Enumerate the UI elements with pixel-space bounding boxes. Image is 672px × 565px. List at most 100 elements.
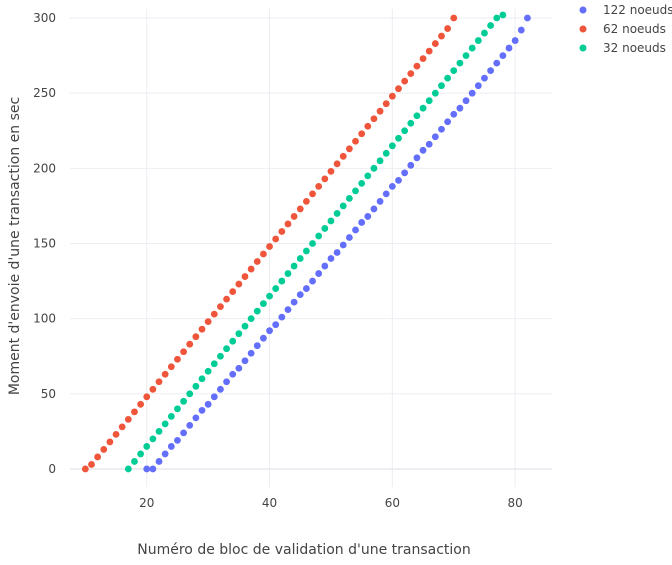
- data-point: [260, 251, 267, 258]
- legend-label: 32 noeuds: [603, 41, 666, 55]
- data-point: [407, 120, 414, 127]
- data-point: [260, 335, 267, 342]
- data-point: [518, 27, 525, 34]
- data-point: [506, 45, 513, 52]
- data-point: [463, 97, 470, 104]
- data-point: [174, 405, 181, 412]
- data-point: [168, 443, 175, 450]
- data-point: [438, 126, 445, 133]
- data-point: [266, 243, 273, 250]
- data-point: [248, 350, 255, 357]
- data-point: [457, 60, 464, 67]
- data-point: [401, 78, 408, 85]
- data-point: [137, 401, 144, 408]
- legend-marker: [580, 45, 587, 52]
- data-point: [524, 15, 531, 22]
- data-point: [162, 371, 169, 378]
- data-point: [143, 466, 150, 473]
- data-point: [156, 378, 163, 385]
- y-tick-label: 150: [33, 236, 56, 250]
- data-point: [426, 48, 433, 55]
- data-point: [254, 308, 261, 315]
- data-point: [512, 37, 519, 44]
- data-point: [395, 135, 402, 142]
- data-point: [457, 105, 464, 112]
- data-point: [487, 67, 494, 74]
- data-point: [469, 90, 476, 97]
- data-point: [174, 437, 181, 444]
- data-point: [346, 195, 353, 202]
- data-point: [180, 348, 187, 355]
- data-point: [493, 15, 500, 22]
- data-point: [395, 85, 402, 92]
- data-point: [285, 221, 292, 228]
- y-tick-label: 100: [33, 312, 56, 326]
- data-point: [229, 288, 236, 295]
- data-point: [352, 227, 359, 234]
- data-point: [346, 145, 353, 152]
- data-point: [371, 115, 378, 122]
- data-point: [444, 118, 451, 125]
- data-point: [407, 70, 414, 77]
- data-point: [248, 315, 255, 322]
- data-point: [383, 100, 390, 107]
- y-tick-label: 300: [33, 11, 56, 25]
- data-point: [235, 281, 242, 288]
- data-point: [149, 386, 156, 393]
- data-point: [358, 219, 365, 226]
- data-point: [364, 213, 371, 220]
- data-point: [272, 236, 279, 243]
- legend-label: 122 noeuds: [603, 3, 672, 17]
- data-point: [180, 429, 187, 436]
- data-point: [199, 375, 206, 382]
- data-point: [321, 225, 328, 232]
- data-point: [291, 213, 298, 220]
- data-point: [321, 175, 328, 182]
- data-point: [211, 311, 218, 318]
- y-axis-title: Moment d'envoie d'une transaction en sec: [7, 97, 23, 395]
- data-point: [291, 263, 298, 270]
- data-point: [217, 303, 224, 310]
- data-point: [297, 291, 304, 298]
- data-point: [463, 52, 470, 59]
- data-point: [199, 407, 206, 414]
- data-point: [432, 90, 439, 97]
- data-point: [88, 461, 95, 468]
- data-point: [426, 141, 433, 148]
- data-point: [340, 153, 347, 160]
- data-point: [334, 249, 341, 256]
- data-point: [364, 123, 371, 130]
- data-point: [364, 172, 371, 179]
- legend-marker: [580, 26, 587, 33]
- data-point: [481, 75, 488, 82]
- data-point: [389, 142, 396, 149]
- data-point: [137, 451, 144, 458]
- data-point: [475, 82, 482, 89]
- data-point: [420, 55, 427, 62]
- data-point: [217, 386, 224, 393]
- data-point: [278, 278, 285, 285]
- data-point: [113, 431, 120, 438]
- data-point: [414, 63, 421, 70]
- data-point: [211, 360, 218, 367]
- legend-label: 62 noeuds: [603, 22, 666, 36]
- data-point: [149, 466, 156, 473]
- data-point: [420, 105, 427, 112]
- data-point: [352, 187, 359, 194]
- data-point: [192, 383, 199, 390]
- data-point: [444, 25, 451, 32]
- data-point: [389, 93, 396, 100]
- data-point: [156, 458, 163, 465]
- y-tick-label: 0: [48, 462, 56, 476]
- data-point: [285, 270, 292, 277]
- data-point: [407, 162, 414, 169]
- data-point: [481, 30, 488, 37]
- data-point: [266, 327, 273, 334]
- data-point: [426, 97, 433, 104]
- data-point: [186, 390, 193, 397]
- data-point: [192, 414, 199, 421]
- data-point: [389, 183, 396, 190]
- data-point: [168, 363, 175, 370]
- data-point: [205, 368, 212, 375]
